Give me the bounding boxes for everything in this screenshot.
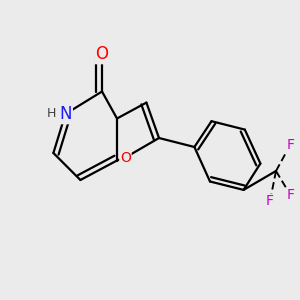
Text: O: O: [120, 151, 131, 164]
Text: F: F: [286, 138, 294, 152]
Text: F: F: [266, 194, 274, 208]
Text: F: F: [286, 188, 294, 202]
Text: O: O: [95, 45, 109, 63]
Text: H: H: [46, 106, 56, 120]
Text: N: N: [59, 105, 72, 123]
